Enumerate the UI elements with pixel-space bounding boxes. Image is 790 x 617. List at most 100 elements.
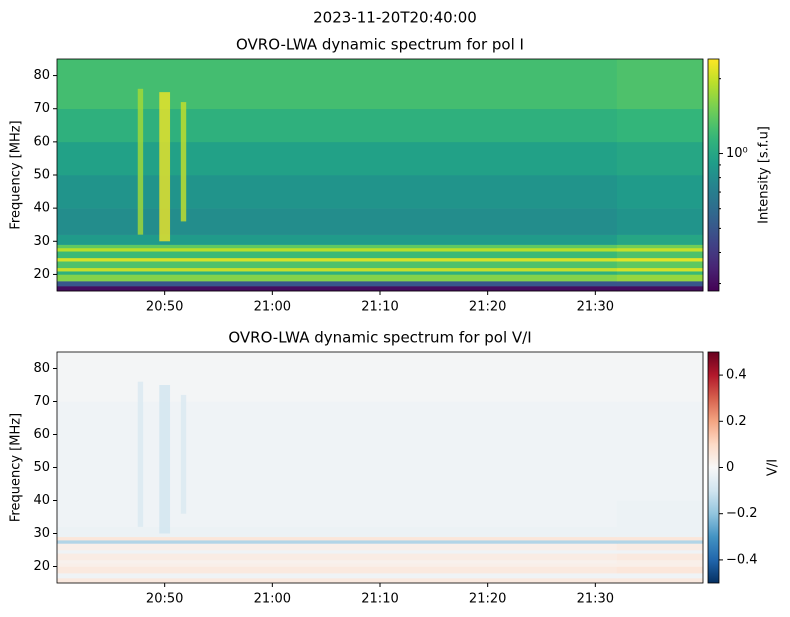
cell [616,566,704,574]
cell [616,573,704,579]
cell [616,251,704,259]
cell [57,59,618,110]
cell [57,244,618,249]
cell [616,401,704,435]
cell [57,467,618,501]
cell [57,573,618,579]
cell [616,261,704,269]
heatmap [57,59,704,292]
y-tick-label: 70 [33,394,50,409]
y-tick-label: 50 [33,460,50,475]
cell [616,540,704,544]
x-tick-label: 21:00 [254,592,291,607]
cell [57,234,618,245]
colorbar [707,351,720,584]
cell [57,261,618,269]
cell [57,352,618,402]
burst [180,102,187,222]
cell [57,267,618,272]
y-tick-label: 20 [33,267,50,282]
burst [137,88,144,235]
cell [57,526,618,538]
x-tick-label: 21:30 [577,592,614,607]
cell [57,108,618,143]
cell [616,271,704,275]
colorbar-tick-label: 0.4 [726,368,747,383]
y-axis-label: Frequency [MHz] [9,120,24,229]
cell [616,257,704,262]
y-tick-label: 40 [33,201,50,216]
cell [616,434,704,468]
panel-title: OVRO-LWA dynamic spectrum for pol V/I [228,329,531,347]
cell [616,141,704,176]
y-tick-label: 70 [33,101,50,116]
x-tick-label: 21:20 [469,592,506,607]
cell [616,578,704,584]
cell [57,208,618,235]
burst [180,394,187,514]
colorbar-label: Intensity [s.f.u] [757,126,772,224]
cell [57,274,618,282]
cell [57,550,618,554]
cell [616,247,704,252]
y-tick-label: 80 [33,361,50,376]
cell [616,274,704,282]
cell [57,500,618,528]
y-tick-label: 20 [33,559,50,574]
colorbar-tick-label: −0.4 [726,552,758,567]
cell [57,578,618,584]
cell [57,559,618,564]
x-tick-label: 21:30 [577,300,614,315]
colorbar-tick-label: 0 [726,460,734,475]
x-tick-label: 21:10 [361,592,398,607]
x-tick-label: 21:10 [361,300,398,315]
cell [616,352,704,402]
burst [137,381,144,527]
cell [57,281,618,287]
cell [616,550,704,554]
cell [616,244,704,249]
cell [616,286,704,292]
cell [57,175,618,209]
cell [57,566,618,574]
cell [616,559,704,564]
y-tick-label: 30 [33,234,50,249]
cell [616,467,704,501]
cell [57,563,618,567]
cell [57,141,618,176]
cell [57,540,618,544]
cell [616,553,704,561]
cell [57,286,618,292]
suptitle: 2023-11-20T20:40:00 [313,9,477,27]
burst [159,92,171,242]
cell [616,234,704,245]
x-tick-label: 20:50 [146,300,183,315]
cell [616,59,704,110]
cell [57,536,618,541]
y-tick-label: 50 [33,168,50,183]
colorbar-tick-label: 0.2 [726,414,747,429]
cell [57,543,618,551]
cell [616,500,704,528]
burst [159,385,171,534]
cell [616,536,704,541]
cell [616,208,704,235]
cell [57,251,618,259]
colorbar-tick-label: −0.2 [726,506,758,521]
colorbar-label: V/I [766,459,781,476]
cell [616,543,704,551]
y-tick-label: 40 [33,493,50,508]
cell [57,247,618,252]
x-tick-label: 21:00 [254,300,291,315]
cell [616,267,704,272]
cell [57,401,618,435]
y-tick-label: 30 [33,526,50,541]
colorbar-tick-label: 10⁰ [726,146,748,161]
y-axis-label: Frequency [MHz] [9,413,24,522]
panel-title: OVRO-LWA dynamic spectrum for pol I [236,36,524,54]
cell [616,108,704,143]
y-tick-label: 80 [33,68,50,83]
cell [616,563,704,567]
cell [57,257,618,262]
